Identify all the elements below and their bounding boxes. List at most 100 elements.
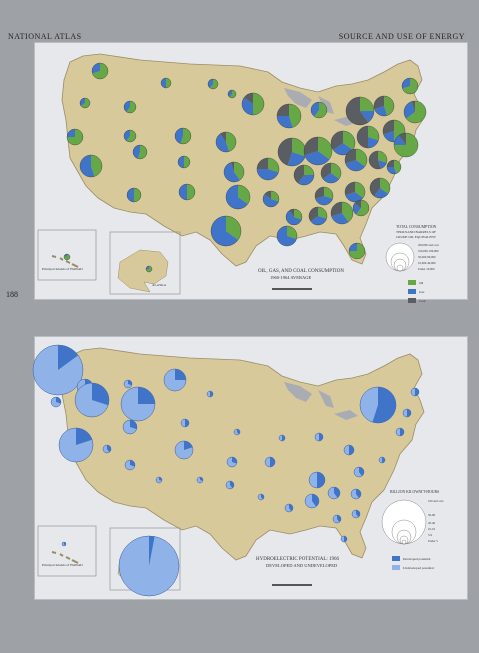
top-map-title: OIL, GAS, AND COAL CONSUMPTION [258, 269, 344, 274]
pie-slice [208, 79, 213, 89]
pie-slice [124, 130, 130, 141]
hydro-developed-slice [344, 536, 347, 542]
pie-slice [411, 101, 415, 112]
pie-slice [318, 137, 333, 160]
pie-outline [215, 131, 237, 153]
hydro-developed-slice [237, 429, 241, 435]
top-size-4: 10,000-49,999 [418, 261, 436, 266]
pie-slice [324, 187, 333, 199]
pie-slice [345, 160, 365, 172]
hydro-developed-slice [337, 514, 341, 523]
pie-slice [146, 266, 149, 270]
pie-slice [244, 93, 253, 104]
pie-slice [180, 128, 191, 144]
pie-slice [238, 185, 250, 205]
coal-label: Coal [419, 299, 425, 303]
pie-outline [160, 77, 172, 89]
pie-slice [331, 202, 342, 217]
pie-slice [384, 96, 394, 116]
pie-slice [320, 163, 331, 179]
pie-slice [331, 163, 341, 179]
pie-slice [355, 182, 366, 198]
hydro-developed-slice [261, 493, 265, 500]
hydro-developed-slice [92, 383, 109, 406]
pie-slice [378, 151, 387, 163]
pie-slice [398, 133, 406, 145]
pie-outline [403, 100, 427, 124]
pie-slice [331, 213, 349, 224]
pie-slice [184, 156, 190, 168]
pie-slice [383, 131, 394, 142]
pie-slice [263, 194, 279, 207]
top-alaska-shape [117, 249, 169, 293]
hydro-developed-slice [107, 445, 111, 453]
gas-label: Gas [419, 290, 425, 294]
hydro-developed-slice [149, 536, 155, 566]
pie-slice [394, 135, 406, 145]
top-legend-sub2: CRUDE OIL EQUIVALENT [396, 235, 437, 239]
pie-outline [285, 208, 303, 226]
pie-slice [310, 216, 327, 226]
pie-outline [126, 187, 142, 203]
pie-slice [402, 78, 418, 94]
pie-slice [286, 210, 302, 225]
pie-slice [92, 63, 108, 79]
top-great-lakes [284, 88, 358, 126]
pie-slice [126, 101, 136, 113]
pie-outline [345, 96, 375, 126]
pie-slice [356, 149, 368, 167]
top-size-1: 200,000 and over [418, 243, 439, 248]
top-size-5: Under 10,000 [418, 267, 435, 272]
pie-slice [146, 266, 152, 272]
hydro-developed-slice [356, 510, 361, 518]
hydro-developed-slice [282, 435, 285, 441]
pie-slice [264, 191, 271, 199]
top-pie-charts [63, 62, 427, 273]
top-size-2: 100,000-199,999 [418, 249, 439, 254]
pie-outline [225, 184, 251, 210]
pie-slice [91, 155, 102, 177]
top-map-subtitle: 1960-1964 AVERAGE [270, 275, 312, 280]
pie-slice [161, 78, 166, 88]
pie-outline [330, 130, 356, 156]
pie-slice [277, 104, 289, 116]
pie-slice [127, 188, 134, 202]
pie-outline [310, 101, 328, 119]
pie-slice [287, 226, 297, 240]
pie-slice [228, 90, 232, 98]
pie-slice [223, 162, 240, 183]
top-legend-title: TOTAL CONSUMPTION [396, 225, 437, 229]
bottom-great-lakes [284, 382, 358, 420]
pie-outline [303, 136, 333, 166]
hydro-developed-slice [128, 380, 132, 386]
page-header: NATIONAL ATLAS SOURCE AND USE OF ENERGY [0, 0, 479, 42]
pie-slice [166, 78, 171, 88]
top-size-3: 50,000-99,999 [418, 255, 436, 260]
hydro-developed-slice [415, 388, 419, 396]
top-hawaii-inset [37, 229, 97, 281]
pie-slice [294, 209, 302, 220]
pie-slice [311, 102, 319, 117]
pie-outline [356, 125, 380, 149]
pie-outline [276, 103, 302, 129]
pie-slice [210, 79, 219, 89]
pie-slice [304, 165, 314, 175]
pie-slice [356, 200, 369, 216]
pie-slice [187, 184, 195, 200]
pie-slice [178, 156, 184, 168]
pie-slice [277, 226, 297, 247]
pie-outline [262, 190, 280, 208]
pie-outline [314, 186, 334, 206]
pie-slice [368, 151, 381, 170]
bottom-size-3: 20-49 [428, 521, 435, 525]
pie-slice [374, 188, 389, 198]
hydro-developed-slice [184, 441, 193, 450]
pie-slice [345, 192, 364, 202]
pie-slice [257, 169, 279, 180]
pie-slice [287, 152, 306, 166]
pie-slice [179, 184, 187, 200]
pie-slice [401, 78, 410, 89]
bottom-legend-title: BILLION KILOWATT-HOURS [390, 490, 439, 494]
gas-swatch [408, 289, 416, 294]
